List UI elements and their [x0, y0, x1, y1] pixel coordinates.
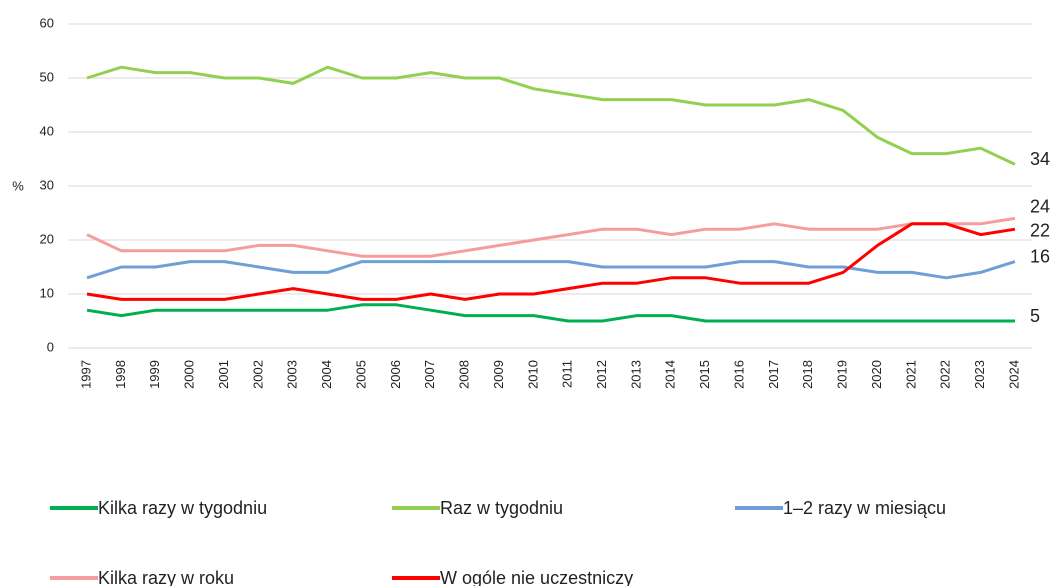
x-tick-label: 2001 [216, 360, 231, 389]
x-tick-label: 2014 [663, 360, 678, 389]
x-tick-label: 2021 [903, 360, 918, 389]
end-label: 16 [1030, 246, 1050, 266]
y-tick-label: 10 [40, 285, 54, 300]
y-tick-label: 40 [40, 123, 54, 138]
end-label: 22 [1030, 221, 1050, 241]
y-tick-label: 50 [40, 69, 54, 84]
x-tick-label: 2018 [800, 360, 815, 389]
x-tick-label: 2017 [766, 360, 781, 389]
x-tick-label: 2013 [628, 360, 643, 389]
y-tick-label: 60 [40, 15, 54, 30]
line [86, 260, 1016, 280]
line [86, 222, 1016, 301]
x-tick-label: 2016 [731, 360, 746, 389]
y-tick-label: 0 [47, 339, 54, 354]
x-tick-label: 2002 [250, 360, 265, 389]
x-tick-label: 2010 [525, 360, 540, 389]
legend-label: 1–2 razy w miesiącu [783, 498, 946, 518]
legend-label: Kilka razy w roku [98, 568, 234, 586]
end-label: 5 [1030, 306, 1040, 326]
x-tick-label: 2023 [972, 360, 987, 389]
x-tick-label: 2015 [697, 360, 712, 389]
line [86, 216, 1016, 258]
x-tick-label: 1998 [113, 360, 128, 389]
x-tick-label: 2004 [319, 360, 334, 389]
line [86, 65, 1016, 166]
x-tick-label: 2022 [938, 360, 953, 389]
x-tick-label: 1997 [78, 360, 93, 389]
x-tick-label: 2007 [422, 360, 437, 389]
x-tick-label: 2011 [560, 360, 575, 388]
line [86, 303, 1015, 323]
x-tick-label: 2012 [594, 360, 609, 389]
x-tick-label: 2009 [491, 360, 506, 389]
end-label: 34 [1030, 149, 1050, 169]
legend-label: Raz w tygodniu [440, 498, 563, 518]
y-tick-label: 20 [40, 231, 54, 246]
y-axis-label: % [12, 178, 24, 193]
x-tick-label: 2005 [353, 360, 368, 389]
x-tick-label: 2020 [869, 360, 884, 389]
x-tick-label: 2024 [1006, 360, 1021, 389]
x-tick-label: 2003 [285, 360, 300, 389]
x-tick-label: 2008 [457, 360, 472, 389]
legend-label: Kilka razy w tygodniu [98, 498, 267, 518]
legend-label: W ogóle nie uczestniczy [440, 568, 633, 586]
x-tick-label: 2006 [388, 360, 403, 389]
end-label: 24 [1030, 197, 1050, 217]
x-tick-label: 2000 [182, 360, 197, 389]
y-tick-label: 30 [40, 177, 54, 192]
x-tick-label: 2019 [835, 360, 850, 389]
x-tick-label: 1999 [147, 360, 162, 389]
